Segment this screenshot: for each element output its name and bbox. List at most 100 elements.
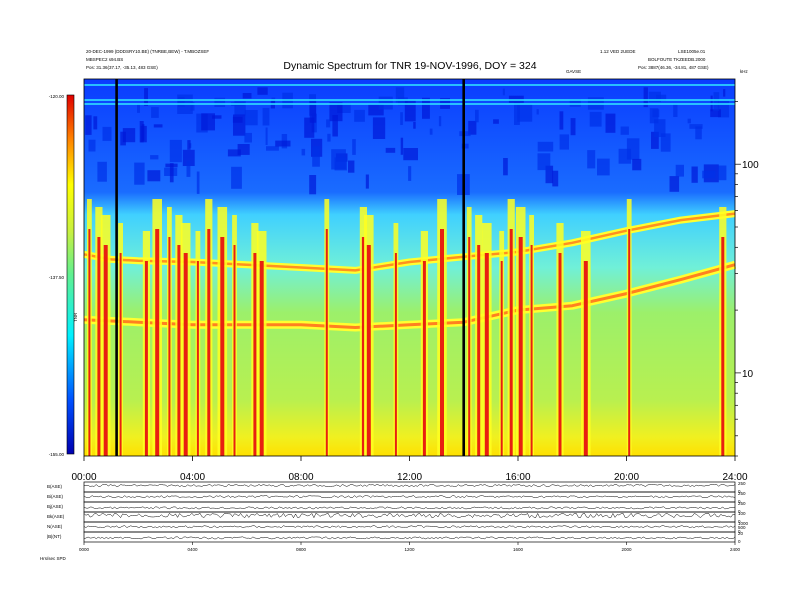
top-stripe xyxy=(84,103,735,105)
bottom-x-tick-label: 2000 xyxy=(621,547,632,552)
texture-patch xyxy=(368,104,384,116)
y-tick-label-100: 100 xyxy=(742,160,759,171)
texture-patch xyxy=(354,109,365,122)
texture-patch xyxy=(332,115,338,137)
texture-patch xyxy=(632,158,642,171)
x-tick-label: 20:00 xyxy=(614,472,639,483)
panel-frame xyxy=(83,501,736,513)
panel-trace xyxy=(83,512,736,519)
panel-label: Bi(ASE) xyxy=(47,494,64,499)
texture-patch xyxy=(233,114,246,136)
burst-mark xyxy=(207,229,211,456)
x-tick-label: 16:00 xyxy=(505,472,530,483)
bottom-x-tick-label: 0000 xyxy=(79,547,90,552)
texture-patch xyxy=(352,139,356,155)
texture-patch xyxy=(559,111,564,130)
texture-patch xyxy=(654,119,666,137)
texture-patch xyxy=(93,116,98,130)
texture-patch xyxy=(597,158,610,176)
header-left-line2: MBSPEC2 s94.BS xyxy=(86,57,123,62)
texture-patch xyxy=(169,163,174,183)
texture-patch xyxy=(169,139,182,163)
burst-mark xyxy=(394,253,397,456)
texture-patch xyxy=(517,103,533,122)
bottom-x-tick-label: 1200 xyxy=(404,547,415,552)
texture-patch xyxy=(652,109,660,118)
texture-patch xyxy=(147,170,161,182)
texture-patch xyxy=(326,119,331,128)
panel-right-tick: 0 xyxy=(738,519,741,524)
texture-patch xyxy=(552,170,559,187)
texture-patch xyxy=(710,109,721,118)
texture-patch xyxy=(227,149,241,157)
texture-patch xyxy=(151,107,159,118)
panel-right-tick: 100 xyxy=(738,511,746,516)
texture-patch xyxy=(587,150,596,169)
y-tick-label-10: 10 xyxy=(742,369,754,380)
texture-patch xyxy=(186,160,191,177)
texture-patch xyxy=(234,101,246,116)
texture-patch xyxy=(312,146,320,167)
burst-mark xyxy=(468,237,471,456)
burst-mark xyxy=(183,253,188,456)
texture-patch xyxy=(713,92,720,111)
header-right-line3: Pos: 3887(46.36, -34.81, 487 GSE) xyxy=(638,65,709,70)
chart-title: Dynamic Spectrum for TNR 19-NOV-1996, DO… xyxy=(283,60,536,72)
texture-patch xyxy=(569,99,581,107)
header-left-line1: 20-DEC-1999 (DDDSRY10.BE) (TNRBE,BEW) - … xyxy=(86,49,209,54)
texture-patch xyxy=(134,162,145,185)
texture-patch xyxy=(266,146,279,151)
texture-patch xyxy=(514,102,520,125)
texture-patch xyxy=(97,161,107,182)
colorbar-tick-top: -120.00 xyxy=(49,94,65,99)
x-tick-label: 04:00 xyxy=(180,472,205,483)
panel-right-tick: 250 xyxy=(738,501,746,506)
texture-patch xyxy=(309,101,317,123)
panel-label: N(ASE) xyxy=(47,524,63,529)
burst-mark xyxy=(484,253,489,456)
panel-right-tick: 250 xyxy=(738,481,746,486)
top-stripe xyxy=(84,99,735,101)
panel-right-tick: 500 xyxy=(738,525,746,530)
burst-mark xyxy=(558,253,562,456)
texture-patch xyxy=(687,118,691,124)
texture-patch xyxy=(244,110,258,126)
header-right-corner: LSE1005e.01 xyxy=(678,49,706,54)
texture-patch xyxy=(618,148,632,164)
texture-patch xyxy=(695,126,702,140)
burst-mark xyxy=(518,237,523,456)
burst-mark xyxy=(366,245,371,456)
burst-mark xyxy=(253,253,257,456)
texture-patch xyxy=(400,112,403,125)
texture-patch xyxy=(429,128,433,135)
texture-patch xyxy=(327,133,331,142)
texture-patch xyxy=(400,137,404,155)
lower-emission-band xyxy=(83,263,736,329)
colorbar-tick-bottom: -155.00 xyxy=(49,452,65,457)
texture-patch xyxy=(493,119,499,124)
texture-patch xyxy=(475,109,479,123)
burst-mark xyxy=(88,229,91,456)
y-axis-right xyxy=(735,101,741,457)
texture-patch xyxy=(88,139,96,152)
texture-patch xyxy=(187,140,191,150)
header-right-line2: BOLFOUTE TKZEEDB.2000 xyxy=(648,57,706,62)
burst-mark xyxy=(628,229,631,456)
x-tick-label: 12:00 xyxy=(397,472,422,483)
texture-patch xyxy=(669,176,680,192)
panel-right-tick: 0 xyxy=(738,539,741,544)
texture-patch xyxy=(689,124,703,129)
texture-patch xyxy=(309,175,317,195)
texture-patch xyxy=(422,97,430,119)
bottom-left-label: Hrs/sec SPD xyxy=(40,556,67,561)
texture-patch xyxy=(438,116,442,127)
texture-patch xyxy=(140,125,147,143)
texture-patch xyxy=(648,91,661,103)
texture-patch xyxy=(605,113,616,133)
panel-right-tick: 1000 xyxy=(738,521,749,526)
bottom-panels: B(ASE)2500Bi(ASE)2500Bj(ASE)2500Bk(ASE)1… xyxy=(47,481,749,552)
texture-patch xyxy=(537,153,551,171)
burst-mark xyxy=(177,245,181,456)
panel-label: B(ASE) xyxy=(47,484,63,489)
